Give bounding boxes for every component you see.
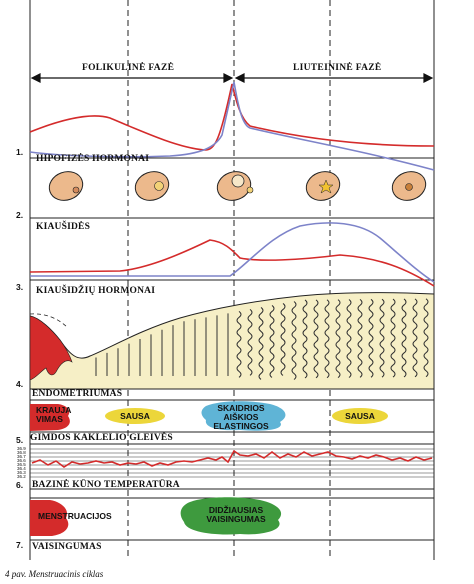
endometrial-gland — [379, 298, 385, 378]
endometrial-glands — [95, 298, 429, 380]
temp-tick: 36.7 — [17, 454, 26, 459]
endometrial-gland — [390, 298, 396, 378]
section-label-pituitary: HIPOFIZĖS HORMONAI — [36, 154, 150, 164]
fsh-curve — [29, 81, 435, 171]
mucus-dry-label-1: SAUSA — [120, 411, 150, 421]
stretchy-blob — [201, 401, 286, 431]
section-number: 1. — [16, 147, 24, 157]
section-number: 2. — [16, 210, 24, 220]
ovary-icon-3 — [216, 171, 254, 201]
section-number: 7. — [16, 540, 24, 550]
endometrial-gland — [291, 301, 297, 380]
fertility-menstruation-label: MENSTRUACIJOS — [38, 511, 112, 521]
endometrial-gland — [302, 299, 308, 379]
endometrial-gland — [412, 298, 418, 378]
endometrial-gland — [280, 303, 286, 376]
estrogen-curve — [29, 239, 435, 287]
section-label-ovarian-hormones: KIAUŠIDŽIŲ HORMONAI — [36, 286, 156, 296]
section-number: 6. — [16, 480, 24, 490]
luteal-phase-label: LIUTEININĖ FAZĖ — [293, 63, 382, 73]
mucus-stretchy-label: SKAIDRIOS AIŠKIOS ELASTINGOS — [213, 403, 269, 431]
section-label-endometrium: ENDOMETRIUMAS — [32, 389, 123, 399]
mucus-bleeding-label: KRAUJA VIMAS — [36, 405, 72, 424]
temp-tick: 36.4 — [17, 466, 26, 471]
progesterone-curve — [30, 222, 435, 283]
phase-arrows — [30, 73, 434, 83]
endometrial-gland — [313, 299, 319, 379]
lh-curve — [29, 83, 435, 151]
dry-blob-2 — [332, 408, 388, 424]
ovary-icon-1 — [48, 171, 84, 201]
endometrial-gland — [324, 299, 330, 379]
follicular-phase-label: FOLIKULINĖ FAZĖ — [82, 63, 175, 73]
endometrial-gland — [357, 299, 363, 378]
temp-tick: 36.9 — [17, 446, 26, 451]
temperature-curve — [31, 449, 433, 468]
peak-fertility-blob — [180, 497, 282, 535]
dry-blob-1 — [105, 408, 165, 424]
section-label-fertility: VAISINGUMAS — [32, 542, 102, 552]
temp-tick: 36.2 — [17, 474, 26, 479]
endometrial-gland — [247, 309, 253, 376]
section-label-ovaries: KIAUŠIDĖS — [36, 222, 91, 232]
mucus-dry-label-2: SAUSA — [345, 411, 375, 421]
temp-tick: 36.3 — [17, 470, 26, 475]
endometrial-gland — [401, 298, 407, 378]
endometrial-gland — [368, 298, 374, 378]
endometrium — [29, 292, 435, 390]
endometrium-dashed-line — [29, 313, 69, 329]
section-label-cervical-mucus: GIMDOS KAKLELIO GLEIVĖS — [30, 433, 173, 443]
ovary-icon-5 — [391, 171, 427, 201]
endometrial-gland — [335, 299, 341, 379]
endometrial-gland — [269, 305, 275, 378]
figure-caption: 4 pav. Menstruacinis ciklas — [5, 569, 104, 579]
menstruation-blob — [30, 500, 69, 536]
ovary-icon-2 — [134, 171, 170, 201]
endometrial-gland — [423, 298, 429, 378]
fertility-peak-label: DIDŽIAUSIAS VAISINGUMAS — [206, 505, 266, 524]
endometrial-gland — [346, 299, 352, 378]
section-label-basal-temp: BAZINĖ KŪNO TEMPERATŪRA — [32, 480, 180, 490]
endometrial-gland — [258, 307, 264, 380]
mucus-row — [30, 401, 388, 431]
ovary-icon-4 — [305, 171, 341, 201]
bleeding-blob — [30, 404, 70, 431]
section-number: 3. — [16, 282, 24, 292]
temp-tick: 36.6 — [17, 458, 26, 463]
endometrial-gland — [236, 310, 242, 378]
section-number: 5. — [16, 435, 24, 445]
temp-tick: 36.5 — [17, 462, 26, 467]
fertility-row — [30, 497, 282, 536]
menstrual-bleeding — [29, 315, 73, 381]
temp-tick: 36.8 — [17, 450, 26, 455]
ovary-row — [48, 171, 427, 201]
section-number: 4. — [16, 379, 24, 389]
